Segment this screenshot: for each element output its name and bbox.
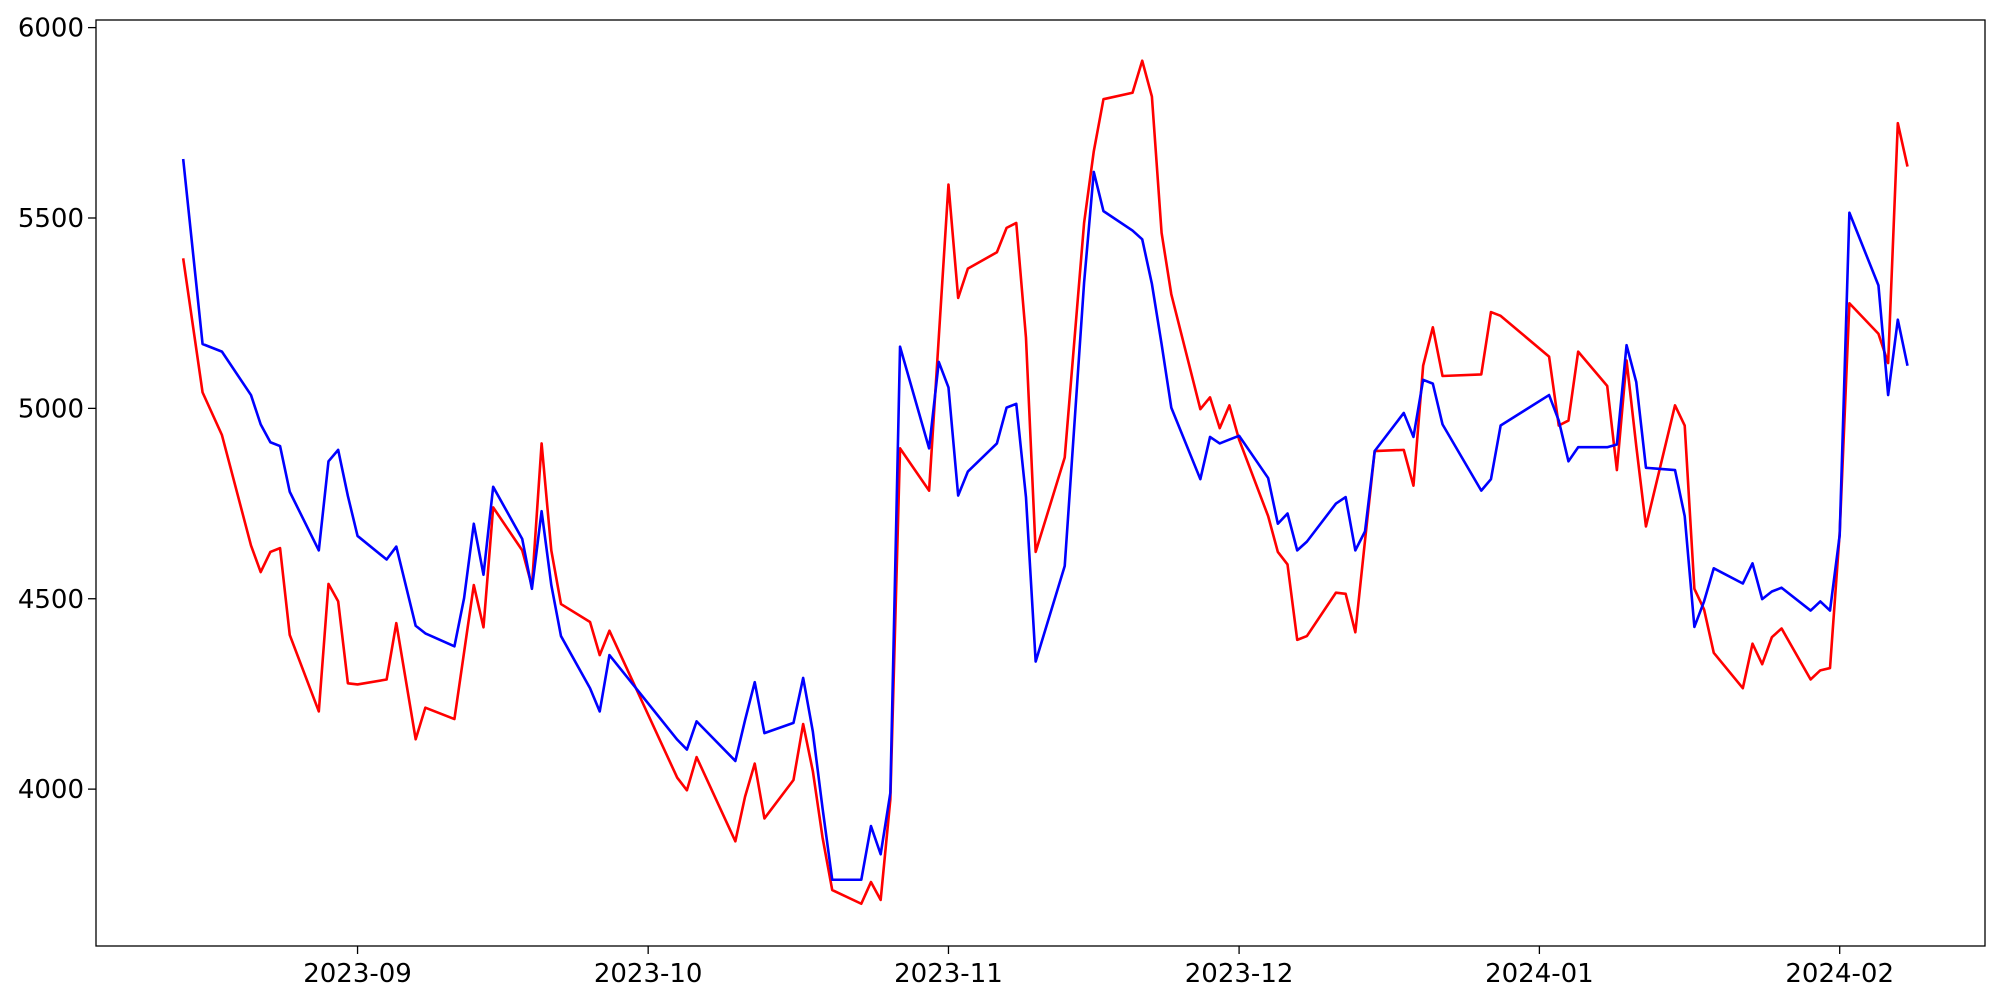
x-tick-label: 2023-09: [303, 959, 412, 989]
x-tick-label: 2023-10: [594, 959, 703, 989]
series-line: [181, 59, 1909, 906]
y-tick-label: 4500: [18, 585, 84, 615]
series-line: [181, 158, 1909, 882]
y-tick-label: 6000: [18, 14, 84, 44]
x-tick-label: 2024-02: [1785, 959, 1894, 989]
x-tick-label: 2023-12: [1185, 959, 1294, 989]
x-tick-label: 2024-01: [1485, 959, 1594, 989]
plot-frame: [95, 19, 1986, 947]
x-tick-label: 2023-11: [894, 959, 1003, 989]
y-tick-label: 5500: [18, 204, 84, 234]
y-tick-label: 4000: [18, 775, 84, 805]
y-tick-label: 5000: [18, 394, 84, 424]
